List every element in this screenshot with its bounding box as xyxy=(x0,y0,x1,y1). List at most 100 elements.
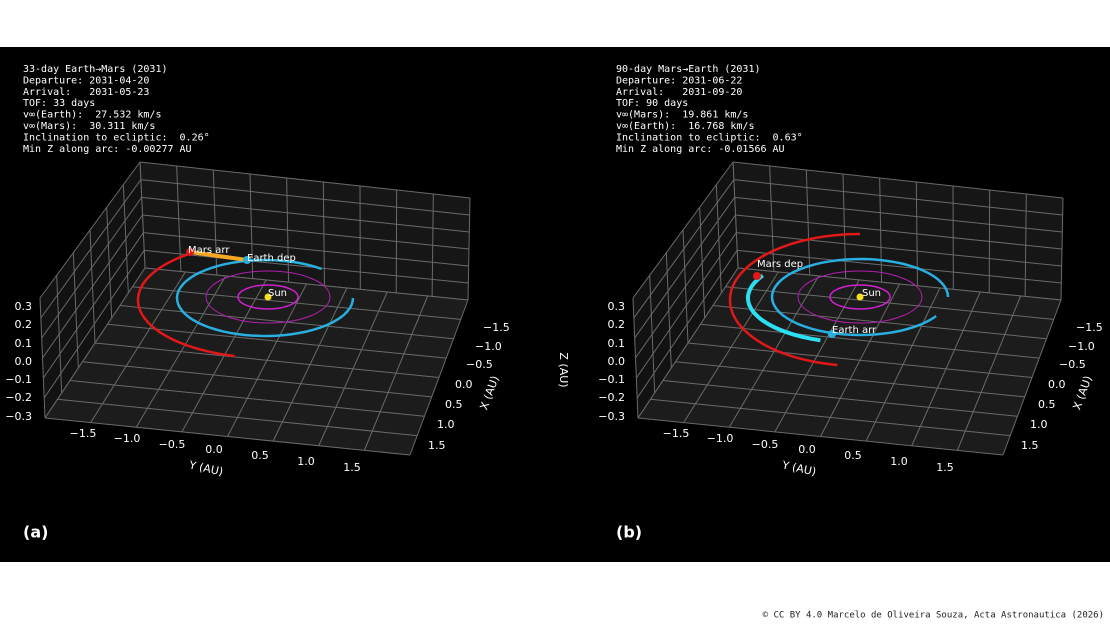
grid-line xyxy=(650,398,1011,437)
orbit-venus xyxy=(205,270,331,324)
z-tick-label: 0.2 xyxy=(608,318,626,331)
z-tick-label: −0.1 xyxy=(5,373,32,386)
x-tick-label: −1.5 xyxy=(483,321,510,334)
grid-line xyxy=(94,342,440,378)
info-line: v∞(Mars): 30.311 km/s xyxy=(23,121,155,132)
info-line: v∞(Mars): 19.861 km/s xyxy=(616,110,748,121)
grid-line xyxy=(633,179,735,319)
marker-label: Mars dep xyxy=(757,259,803,270)
grid-line xyxy=(57,398,418,437)
y-tick-label: 1.5 xyxy=(936,461,954,474)
info-line: Min Z along arc: -0.00277 AU xyxy=(23,144,192,155)
y-tick-label: −1.0 xyxy=(707,432,734,445)
y-tick-label: 1.5 xyxy=(343,461,361,474)
grid-line xyxy=(635,232,737,379)
marker-label: Sun xyxy=(268,288,287,299)
grid-line xyxy=(139,161,471,199)
info-line: TOF: 33 days xyxy=(23,98,95,109)
orbit-venus xyxy=(797,270,923,324)
grid-line xyxy=(132,286,461,320)
info-line: v∞(Earth): 16.768 km/s xyxy=(616,121,754,132)
x-tick-label: −0.5 xyxy=(466,358,493,371)
info-line: 33-day Earth→Mars (2031) xyxy=(23,64,168,75)
y-tick-label: −1.5 xyxy=(70,427,97,440)
z-tick-label: 0.3 xyxy=(15,300,33,313)
z-tick-label: −0.2 xyxy=(598,391,625,404)
y-tick-label: 1.0 xyxy=(890,455,908,468)
grid-line xyxy=(733,179,1063,216)
y-tick-label: 0.5 xyxy=(844,449,862,462)
z-tick-label: 0.1 xyxy=(15,337,33,350)
grid-line xyxy=(41,197,143,339)
grid-line xyxy=(732,161,1064,199)
x-tick-label: −1.0 xyxy=(1068,340,1095,353)
marker-dot xyxy=(753,272,761,280)
marker-dot xyxy=(828,330,836,338)
info-line: Min Z along arc: -0.01566 AU xyxy=(616,144,785,155)
info-line: v∞(Earth): 27.532 km/s xyxy=(23,110,161,121)
grid-line xyxy=(141,196,470,233)
x-tick-label: 1.0 xyxy=(437,418,455,431)
grid-line xyxy=(143,232,469,267)
grid-line xyxy=(144,249,469,284)
info-line: Departure: 2031-04-20 xyxy=(23,75,149,86)
x-tick-label: 1.5 xyxy=(1021,439,1039,452)
info-line: 90-day Mars→Earth (2031) xyxy=(616,64,761,75)
transfer-arc xyxy=(189,250,248,262)
y-tick-label: −1.5 xyxy=(663,427,690,440)
orbit-inner xyxy=(237,284,299,310)
grid-line xyxy=(700,323,1040,359)
y-tick-label: 0.0 xyxy=(205,443,223,456)
panel-letter: (b) xyxy=(616,523,642,542)
x-tick-label: 0.5 xyxy=(445,398,463,411)
mars-orbit xyxy=(136,251,235,358)
grid-line xyxy=(737,249,1062,284)
info-line: Arrival: 2031-09-20 xyxy=(616,87,742,98)
marker-label: Earth arr xyxy=(832,325,877,336)
x-tick-label: 0.0 xyxy=(455,378,473,391)
grid-line xyxy=(637,417,1004,456)
marker-dot xyxy=(243,256,251,264)
y-tick-label: −0.5 xyxy=(159,438,186,451)
grid-line xyxy=(675,361,1025,398)
z-tick-label: −0.3 xyxy=(5,410,32,423)
info-line: Inclination to ecliptic: 0.26° xyxy=(23,132,210,143)
grid-line xyxy=(735,214,1063,250)
grid-line xyxy=(734,196,1063,233)
grid-line xyxy=(82,361,432,398)
y-tick-label: −0.5 xyxy=(752,438,779,451)
grid-line xyxy=(636,250,738,399)
marker-label: Earth dep xyxy=(247,253,296,264)
grid-line xyxy=(635,214,736,359)
z-axis-label: Z (AU) xyxy=(557,352,570,387)
x-tick-label: −1.0 xyxy=(475,340,502,353)
z-tick-label: 0.1 xyxy=(608,337,626,350)
grid-line xyxy=(736,232,1062,267)
pane xyxy=(733,162,1063,300)
grid-line xyxy=(687,342,1033,378)
z-tick-label: −0.3 xyxy=(598,410,625,423)
info-line: TOF: 90 days xyxy=(616,98,688,109)
z-tick-label: 0.3 xyxy=(608,300,626,313)
grid-line xyxy=(107,323,447,359)
info-line: Departure: 2031-06-22 xyxy=(616,75,742,86)
marker-label: Sun xyxy=(862,288,881,299)
x-tick-label: 0.5 xyxy=(1038,398,1056,411)
grid-line xyxy=(632,161,734,299)
z-tick-label: 0.0 xyxy=(608,355,626,368)
grid-line xyxy=(42,214,143,359)
grid-line xyxy=(634,197,736,339)
grid-line xyxy=(140,179,470,216)
y-tick-label: 0.0 xyxy=(798,443,816,456)
sun xyxy=(264,293,272,301)
z-tick-label: −0.2 xyxy=(5,391,32,404)
z-tick-label: 0.2 xyxy=(15,318,33,331)
x-tick-label: −0.5 xyxy=(1059,358,1086,371)
orbit-inner xyxy=(829,284,891,310)
x-tick-label: 0.0 xyxy=(1048,378,1066,391)
grid-line xyxy=(43,250,145,399)
grid-line xyxy=(44,417,411,456)
grid-line xyxy=(69,380,425,417)
grid-line xyxy=(40,179,142,319)
